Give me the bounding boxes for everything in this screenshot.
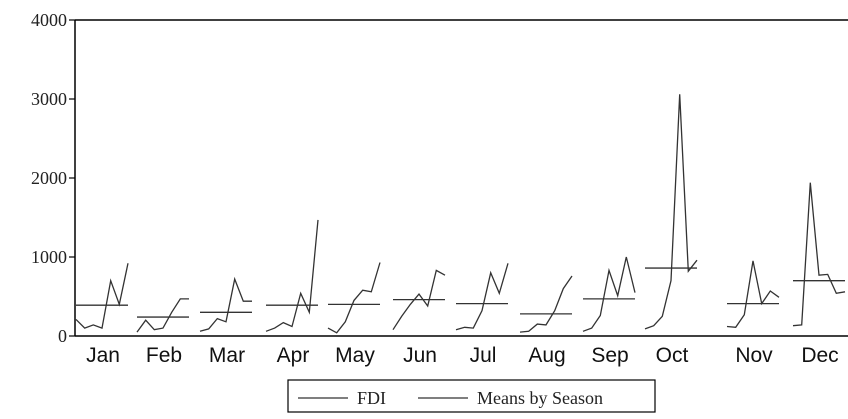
legend-box bbox=[287, 379, 656, 413]
y-tick-label: 1000 bbox=[31, 247, 67, 267]
x-tick-label: Apr bbox=[277, 344, 310, 367]
fdi-line bbox=[726, 260, 780, 328]
fdi-line bbox=[327, 262, 381, 334]
x-tick-label: Jun bbox=[403, 344, 437, 367]
x-tick-label: Oct bbox=[656, 344, 689, 367]
x-tick-label: Feb bbox=[146, 344, 182, 367]
fdi-line bbox=[455, 263, 509, 331]
x-tick-label: Sep bbox=[591, 344, 628, 367]
y-tick-label: 0 bbox=[58, 326, 67, 346]
legend-label: Means by Season bbox=[477, 388, 603, 408]
fdi-line bbox=[75, 263, 129, 329]
fdi-line bbox=[136, 298, 189, 333]
x-tick-label: May bbox=[335, 344, 375, 367]
fdi-line bbox=[392, 269, 446, 331]
fdi-line bbox=[199, 276, 252, 332]
fdi-line bbox=[792, 182, 846, 327]
x-tick-label: Jul bbox=[470, 344, 497, 367]
y-tick-label: 4000 bbox=[31, 10, 67, 30]
x-tick-label: Jan bbox=[86, 344, 120, 367]
x-tick-label: Dec bbox=[801, 344, 838, 367]
y-tick-label: 2000 bbox=[31, 168, 67, 188]
fdi-line bbox=[582, 256, 636, 332]
x-tick-label: Nov bbox=[735, 344, 773, 367]
y-tick-label: 3000 bbox=[31, 89, 67, 109]
fdi-line bbox=[519, 275, 573, 333]
fdi-line bbox=[644, 94, 698, 330]
fdi-line bbox=[265, 219, 319, 332]
x-tick-label: Aug bbox=[528, 344, 565, 367]
legend-label: FDI bbox=[357, 388, 386, 408]
legend: FDI Means by Season bbox=[287, 379, 656, 413]
x-tick-label: Mar bbox=[209, 344, 245, 367]
